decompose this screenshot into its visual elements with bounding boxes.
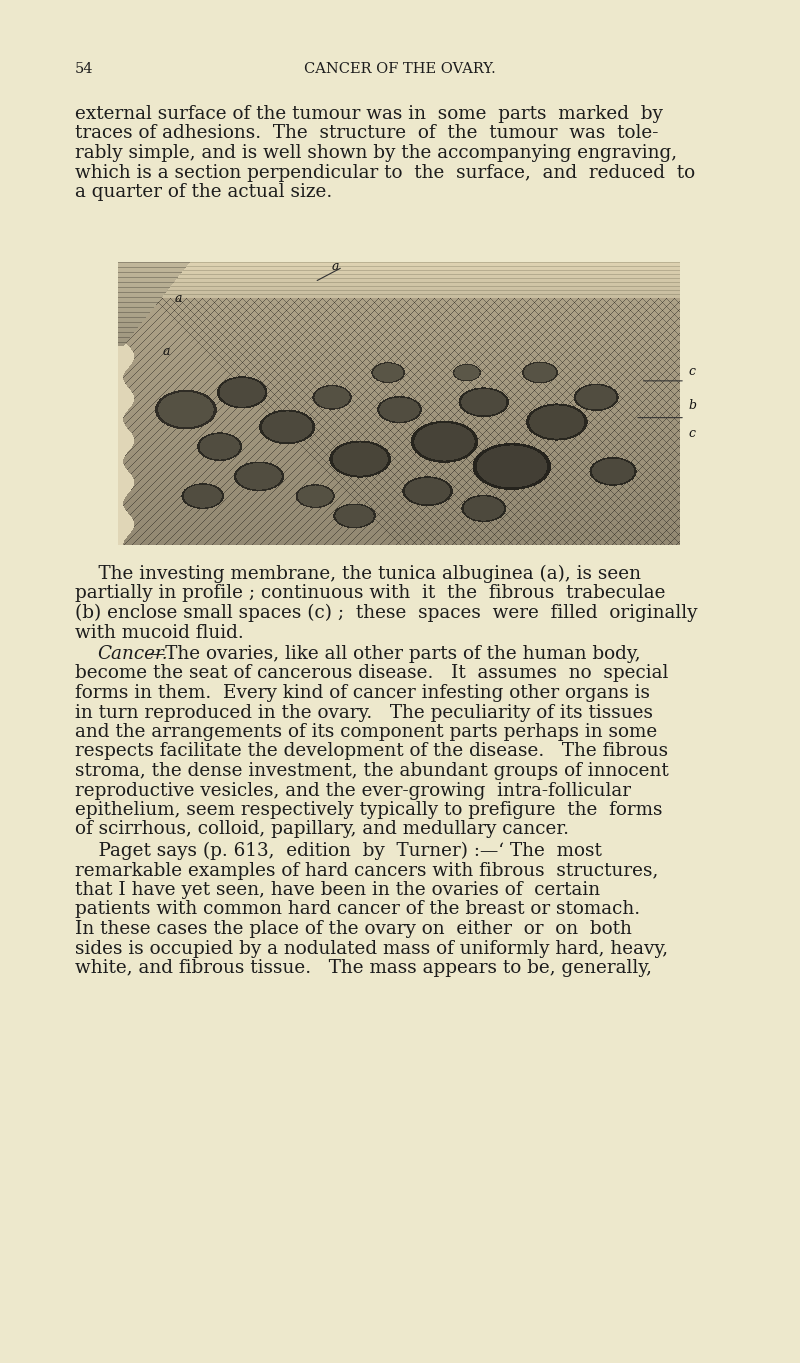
Text: patients with common hard cancer of the breast or stomach.: patients with common hard cancer of the … <box>75 901 640 919</box>
Bar <box>118 262 680 545</box>
Text: and the arrangements of its component parts perhaps in some: and the arrangements of its component pa… <box>75 722 658 741</box>
Text: reproductive vesicles, and the ever-growing  intra-follicular: reproductive vesicles, and the ever-grow… <box>75 781 631 800</box>
Text: The investing membrane, the tunica albuginea (a), is seen: The investing membrane, the tunica albug… <box>75 566 641 583</box>
Text: epithelium, seem respectively typically to prefigure  the  forms: epithelium, seem respectively typically … <box>75 801 662 819</box>
Text: sides is occupied by a nodulated mass of uniformly hard, heavy,: sides is occupied by a nodulated mass of… <box>75 939 668 957</box>
Text: a: a <box>331 260 339 273</box>
Text: c: c <box>688 365 695 378</box>
Text: partially in profile ; continuous with  it  the  fibrous  trabeculae: partially in profile ; continuous with i… <box>75 585 666 602</box>
Text: 54: 54 <box>75 61 94 76</box>
Text: CANCER OF THE OVARY.: CANCER OF THE OVARY. <box>304 61 496 76</box>
Text: which is a section perpendicular to  the  surface,  and  reduced  to: which is a section perpendicular to the … <box>75 164 695 181</box>
Text: b: b <box>688 399 696 412</box>
Text: (b) enclose small spaces (c) ;  these  spaces  were  filled  originally: (b) enclose small spaces (c) ; these spa… <box>75 604 698 623</box>
Text: —The ovaries, like all other parts of the human body,: —The ovaries, like all other parts of th… <box>147 645 641 662</box>
Text: become the seat of cancerous disease.   It  assumes  no  special: become the seat of cancerous disease. It… <box>75 665 668 683</box>
Text: respects facilitate the development of the disease.   The fibrous: respects facilitate the development of t… <box>75 743 668 761</box>
Text: forms in them.  Every kind of cancer infesting other organs is: forms in them. Every kind of cancer infe… <box>75 684 650 702</box>
Text: a quarter of the actual size.: a quarter of the actual size. <box>75 183 332 200</box>
Text: Cancer.: Cancer. <box>97 645 168 662</box>
Text: white, and fibrous tissue.   The mass appears to be, generally,: white, and fibrous tissue. The mass appe… <box>75 960 652 977</box>
Text: c: c <box>688 428 695 440</box>
Text: a: a <box>174 292 182 304</box>
Text: with mucoid fluid.: with mucoid fluid. <box>75 623 244 642</box>
Text: In these cases the place of the ovary on  either  or  on  both: In these cases the place of the ovary on… <box>75 920 632 938</box>
Text: Paget says (p. 613,  edition  by  Turner) :—‘ The  most: Paget says (p. 613, edition by Turner) :… <box>75 842 602 860</box>
Text: traces of adhesions.  The  structure  of  the  tumour  was  tole-: traces of adhesions. The structure of th… <box>75 124 658 143</box>
Text: of scirrhous, colloid, papillary, and medullary cancer.: of scirrhous, colloid, papillary, and me… <box>75 821 569 838</box>
Text: a: a <box>163 345 170 358</box>
Text: that I have yet seen, have been in the ovaries of  certain: that I have yet seen, have been in the o… <box>75 880 600 900</box>
Text: remarkable examples of hard cancers with fibrous  structures,: remarkable examples of hard cancers with… <box>75 861 658 879</box>
Text: external surface of the tumour was in  some  parts  marked  by: external surface of the tumour was in so… <box>75 105 663 123</box>
Text: rably simple, and is well shown by the accompanying engraving,: rably simple, and is well shown by the a… <box>75 144 677 162</box>
Text: stroma, the dense investment, the abundant groups of innocent: stroma, the dense investment, the abunda… <box>75 762 669 780</box>
Text: in turn reproduced in the ovary.   The peculiarity of its tissues: in turn reproduced in the ovary. The pec… <box>75 703 653 721</box>
